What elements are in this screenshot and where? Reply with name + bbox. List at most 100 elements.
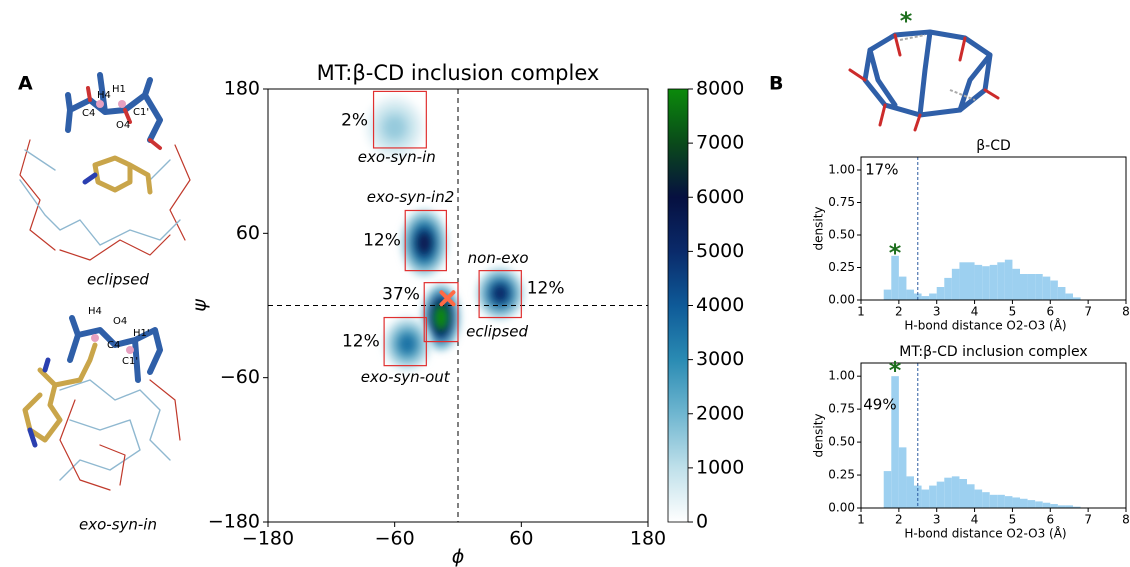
- bar: [944, 478, 952, 508]
- density-blob: [402, 210, 447, 276]
- molecule-exo-syn-in: H4 O4 H1' C4 C1' exo-syn-in: [25, 306, 180, 534]
- bar: [906, 476, 914, 508]
- bar: [884, 471, 892, 508]
- region-share: 2%: [341, 110, 368, 130]
- x-tick-label: 8: [1122, 513, 1130, 527]
- region-name: exo-syn-in2: [367, 188, 455, 206]
- colorbar-tick-label: 1000: [696, 456, 744, 478]
- bar: [982, 492, 990, 508]
- bar: [1050, 504, 1058, 508]
- bar: [899, 277, 907, 300]
- x-axis-label: H-bond distance O2-O3 (Å): [904, 318, 1066, 333]
- bar: [1035, 274, 1043, 300]
- bar: [975, 490, 983, 508]
- region-share: 12%: [363, 231, 401, 251]
- y-tick-label: 0.50: [828, 228, 855, 242]
- atom-label: O4: [113, 316, 127, 327]
- x-tick-label: 60: [509, 528, 533, 550]
- region-name: non-exo: [468, 249, 529, 267]
- x-tick-label: 1: [857, 513, 865, 527]
- region-name: exo-syn-out: [361, 368, 451, 386]
- bar: [1043, 503, 1051, 508]
- bar: [952, 269, 960, 300]
- x-tick-label: 6: [1046, 513, 1054, 527]
- colorbar-tick-label: 7000: [696, 132, 744, 154]
- y-tick-label: 0.50: [828, 435, 855, 449]
- bar: [1012, 269, 1020, 300]
- bar: [990, 265, 998, 300]
- x-tick-label: 3: [933, 513, 941, 527]
- colorbar: [668, 89, 688, 522]
- bar: [884, 290, 892, 300]
- chart-title: MT:β-CD inclusion complex: [317, 61, 600, 85]
- y-tick-label: 180: [224, 78, 260, 100]
- y-tick-label: 1.00: [828, 369, 855, 383]
- colorbar-tick-label: 0: [696, 511, 708, 533]
- chart-title: β-CD: [976, 138, 1011, 154]
- colorbar-tick-label: 8000: [696, 78, 744, 100]
- y-tick-label: 0.75: [828, 195, 855, 209]
- bar: [922, 296, 930, 300]
- x-tick-label: 7: [1084, 513, 1092, 527]
- ring-marker: *: [900, 7, 913, 35]
- x-tick-label: 6: [1046, 305, 1054, 319]
- bar: [997, 495, 1005, 508]
- region-share: 12%: [342, 332, 380, 352]
- bar: [1050, 281, 1058, 301]
- density-peak: [399, 334, 416, 353]
- atom-label: H1: [112, 84, 126, 95]
- density-blob: [477, 268, 523, 320]
- x-tick-label: 4: [971, 513, 979, 527]
- bar: [1005, 260, 1013, 300]
- atom-label: C1': [122, 356, 138, 367]
- region-share: 12%: [527, 279, 565, 299]
- y-tick-label: 0.25: [828, 468, 855, 482]
- annotation: 49%: [863, 396, 896, 414]
- y-tick-label: 0.00: [828, 293, 855, 307]
- density-blob: [384, 318, 430, 371]
- y-tick-label: −60: [220, 366, 260, 388]
- bar: [922, 490, 930, 508]
- y-tick-label: 0.00: [828, 501, 855, 515]
- colorbar-tick-label: 3000: [696, 348, 744, 370]
- x-tick-label: 3: [933, 305, 941, 319]
- atom-label: C1': [133, 107, 149, 118]
- x-axis-label: H-bond distance O2-O3 (Å): [904, 526, 1066, 541]
- x-tick-label: 8: [1122, 305, 1130, 319]
- annotation: *: [889, 239, 902, 267]
- chart-title: MT:β-CD inclusion complex: [899, 344, 1087, 360]
- density-peak: [416, 231, 432, 255]
- colorbar-tick-label: 2000: [696, 402, 744, 424]
- bar: [990, 495, 998, 508]
- bar: [1028, 500, 1036, 508]
- bar: [1043, 277, 1051, 300]
- bar: [959, 262, 967, 300]
- bar: [975, 265, 983, 300]
- molecule-caption: exo-syn-in: [79, 516, 157, 534]
- bar: [1028, 274, 1036, 300]
- y-tick-label: 0.75: [828, 402, 855, 416]
- x-tick-label: 180: [630, 528, 666, 550]
- bar: [899, 447, 907, 508]
- bar: [937, 287, 945, 300]
- bar: [1035, 501, 1043, 508]
- bar: [1005, 496, 1013, 508]
- x-tick-label: 7: [1084, 305, 1092, 319]
- x-tick-label: −60: [375, 528, 415, 550]
- region-share: 37%: [382, 285, 420, 305]
- y-tick-label: 1.00: [828, 163, 855, 177]
- figure: A B H4 H1 C4 C1' O4 eclipsed: [0, 0, 1130, 567]
- density-peak: [384, 116, 405, 138]
- y-tick-label: 60: [236, 222, 260, 244]
- bar: [967, 262, 975, 300]
- x-tick-label: 5: [1009, 305, 1017, 319]
- annotation: 17%: [865, 161, 898, 179]
- region-name: eclipsed: [466, 322, 528, 340]
- bar: [937, 482, 945, 508]
- x-axis-label: ϕ: [452, 546, 465, 567]
- y-axis-label: density: [812, 207, 826, 251]
- y-tick-label: −180: [208, 511, 260, 533]
- bar: [982, 266, 990, 300]
- bar: [944, 278, 952, 300]
- x-tick-label: 4: [971, 305, 979, 319]
